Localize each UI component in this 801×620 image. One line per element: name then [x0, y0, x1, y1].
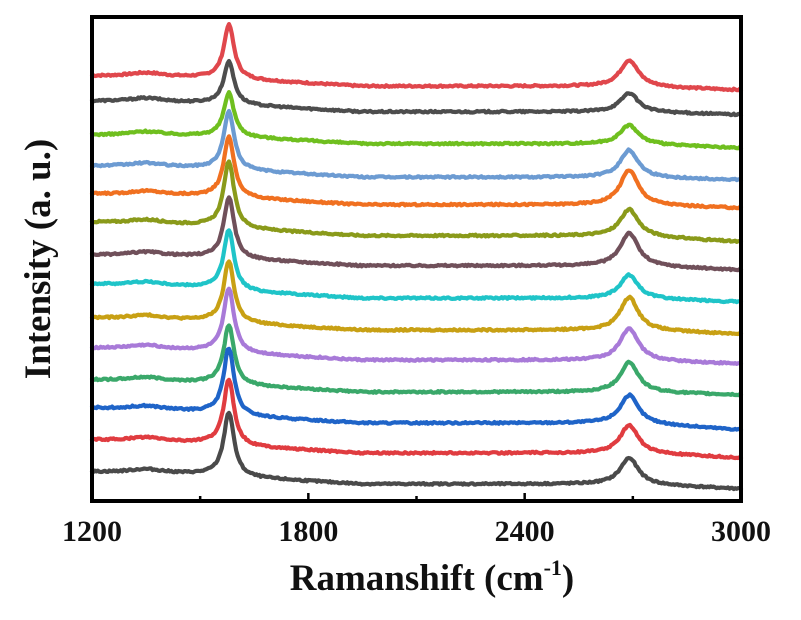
y-axis-title: Intensity (a. u.): [18, 139, 59, 380]
spectrum-line-5: [89, 134, 744, 211]
x-axis-ticks: [90, 493, 743, 501]
x-tick-label: 2400: [495, 515, 555, 548]
spectrum-line-7: [89, 195, 744, 273]
plot-frame: [90, 15, 743, 503]
spectrum-line-14: [89, 410, 744, 492]
spectrum-line-6: [89, 159, 744, 244]
spectrum-line-11: [89, 323, 744, 398]
spectrum-line-3: [89, 90, 744, 151]
x-tick-label: 3000: [711, 515, 771, 548]
x-tick-label: 1200: [62, 515, 122, 548]
x-axis-title: Ramanshift (cm-1): [290, 555, 575, 599]
spectrum-line-2: [89, 58, 744, 118]
spectrum-line-1: [89, 22, 744, 93]
x-axis-tick-labels: 1200 1800 2400 3000: [62, 515, 771, 548]
spectrum-line-4: [89, 108, 744, 183]
spectrum-line-12: [89, 346, 744, 432]
spectrum-line-9: [89, 259, 744, 337]
spectra-group: [89, 22, 744, 492]
x-tick-label: 1800: [278, 515, 338, 548]
spectrum-line-10: [89, 286, 744, 366]
spectrum-line-8: [89, 228, 744, 305]
spectrum-line-13: [89, 377, 744, 461]
